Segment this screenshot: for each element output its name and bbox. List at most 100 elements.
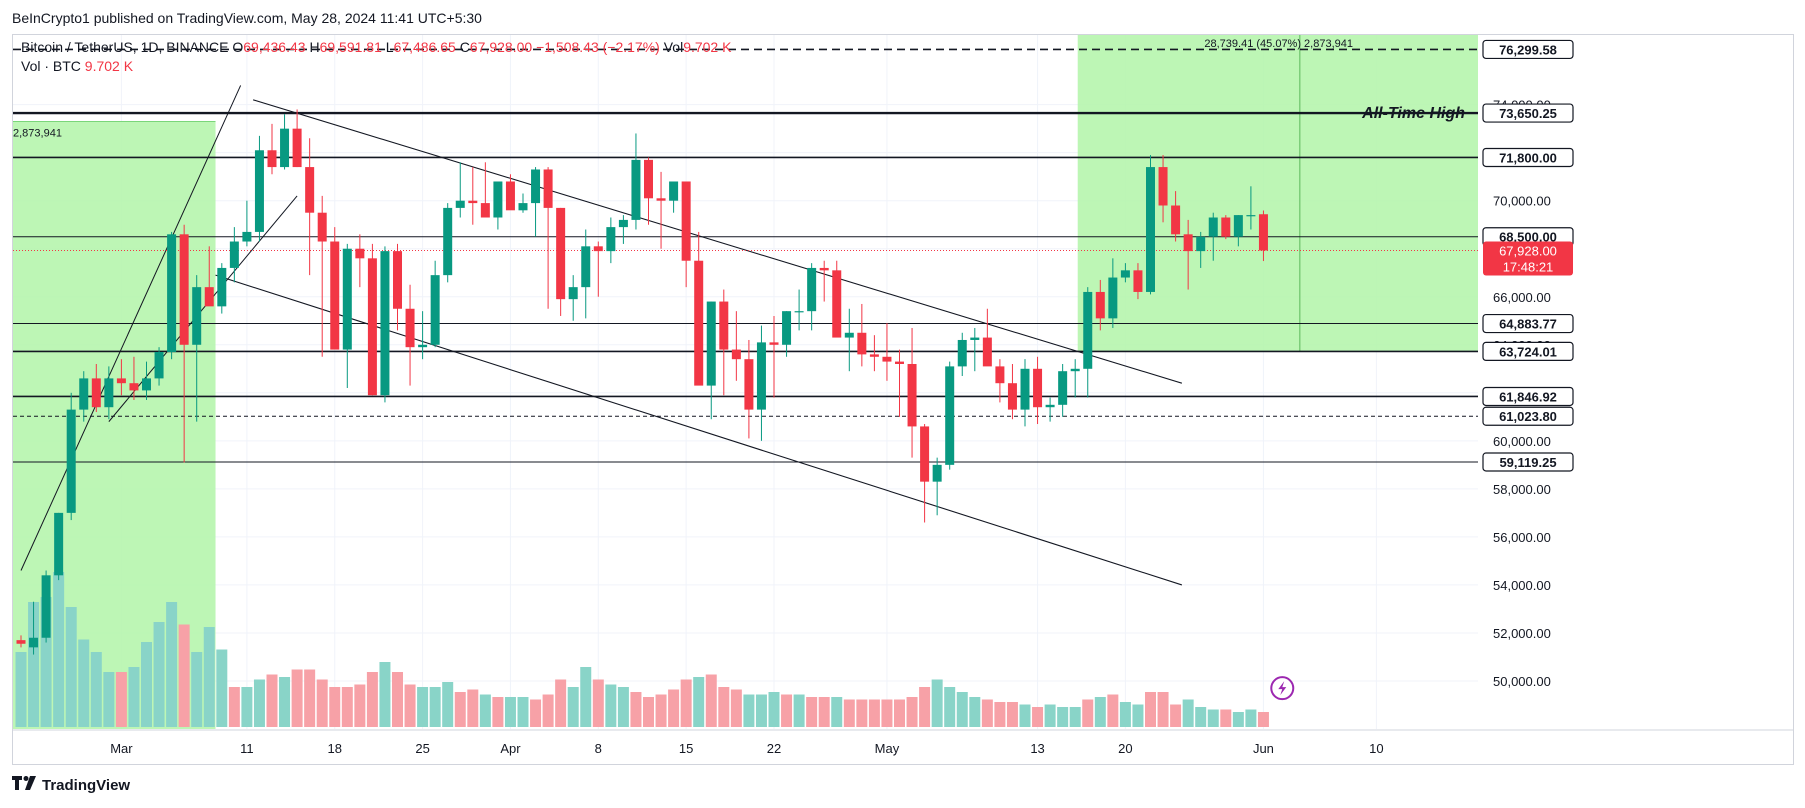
volume-bar: [90, 652, 102, 727]
level-badge: [1482, 452, 1574, 472]
candle-body: [920, 426, 930, 482]
candle-body: [66, 409, 76, 513]
level-badge-label: 68,500.00: [1499, 230, 1557, 245]
volume-bar: [730, 689, 742, 727]
volume-bar: [806, 697, 818, 727]
publisher-line: BeInCrypto1 published on TradingView.com…: [12, 10, 482, 26]
candle-body: [769, 342, 779, 345]
volume-bar: [178, 624, 190, 727]
legend-high-label: H: [309, 39, 320, 55]
lightning-icon-bolt: [1278, 681, 1287, 696]
volume-bar: [354, 684, 366, 727]
candle-body: [518, 203, 528, 211]
volume-bar: [28, 602, 40, 727]
candle-body: [129, 383, 139, 391]
candle-body: [1246, 215, 1256, 217]
candle-body: [54, 512, 64, 576]
volume-bar: [1170, 704, 1182, 727]
candle-body: [292, 128, 302, 168]
candle-body: [995, 366, 1005, 384]
candle-body: [1058, 371, 1068, 405]
candle-body: [970, 337, 980, 340]
candle-body: [681, 181, 691, 261]
candle-body: [468, 200, 478, 204]
volume-bar: [919, 687, 931, 727]
current-price-label: 67,928.00: [1499, 243, 1557, 258]
time-tick-label: 11: [240, 741, 254, 756]
level-badge: [1482, 406, 1574, 426]
legend-high: 69,591.81: [319, 39, 382, 55]
volume-bar: [906, 697, 918, 727]
volume-bar: [1257, 712, 1269, 727]
tradingview-brand-text: TradingView: [42, 776, 131, 794]
candle-body: [807, 267, 817, 312]
candle-body: [418, 344, 428, 348]
legend-open-label: O: [232, 39, 244, 55]
level-badge: [1482, 103, 1574, 123]
candle-body: [581, 246, 591, 288]
volume-bar: [153, 622, 165, 727]
volume-bar: [341, 687, 353, 727]
volume-bar: [831, 697, 843, 727]
channel-upper-line: [253, 99, 1183, 384]
candle-body: [869, 354, 879, 357]
legend-close: 67,928.00: [469, 39, 533, 55]
candle-body: [229, 241, 239, 268]
lightning-icon[interactable]: [1270, 676, 1295, 701]
volume-bar: [1107, 694, 1119, 727]
countdown-label: 17:48:21: [1503, 259, 1554, 274]
candle-body: [116, 378, 126, 384]
candle-body: [380, 251, 390, 396]
level-badge-label: 73,650.25: [1499, 106, 1557, 121]
candle-body: [1070, 368, 1080, 372]
level-badge: [1482, 386, 1574, 407]
volume-bar: [868, 699, 880, 727]
volume-bar: [504, 697, 516, 727]
candle-body: [618, 219, 628, 228]
volume-bar: [668, 689, 680, 727]
candle-body: [907, 363, 917, 427]
candle-body: [568, 287, 578, 300]
volume-bar: [392, 672, 403, 727]
candle-body: [1233, 215, 1243, 237]
candle-body: [531, 169, 541, 204]
price-chart[interactable]: All-Time High 2,873,941 28,739.41 (45.07%)…: [13, 35, 1793, 764]
legend-close-label: C: [459, 39, 470, 55]
candle-body: [782, 311, 792, 345]
candle-body: [280, 128, 290, 168]
time-tick-label: 22: [767, 741, 781, 756]
volume-bar: [781, 694, 793, 727]
candle-body: [669, 181, 679, 201]
tradingview-brand[interactable]: TradingView: [12, 776, 130, 794]
volume-bar: [881, 699, 893, 727]
volume-bar: [1245, 709, 1257, 727]
volume-bar: [680, 679, 692, 727]
chart-frame[interactable]: All-Time High 2,873,941 28,739.41 (45.07%)…: [12, 34, 1794, 765]
price-tick-label: 66,000.00: [1493, 290, 1551, 305]
legend-vol: 9.702 K: [683, 39, 732, 55]
volume-bar: [115, 672, 127, 727]
volume-bar: [969, 697, 981, 727]
candle-body: [16, 640, 26, 644]
legend-vol-label: Vol: [663, 39, 684, 55]
candle-body: [29, 637, 39, 648]
price-tick-label: 52,000.00: [1493, 626, 1551, 641]
volume-bar: [366, 672, 378, 727]
level-badge-label: 63,724.01: [1499, 344, 1557, 359]
candle-body: [1045, 404, 1055, 408]
level-badge-label: 76,299.58: [1499, 42, 1557, 57]
volume-bar: [768, 692, 780, 727]
volume-bar: [944, 687, 956, 727]
level-badge: [1482, 147, 1574, 168]
volume-bar: [1094, 697, 1106, 727]
volume-bar: [530, 699, 542, 727]
volume-bar: [1195, 707, 1207, 727]
candle-body: [505, 181, 515, 211]
price-tick-label: 70,000.00: [1493, 194, 1551, 209]
volume-bar: [216, 649, 228, 727]
volume-bar: [53, 572, 65, 727]
ascending-channel-upper: [20, 85, 242, 571]
candle-body: [1133, 270, 1143, 292]
time-tick-label: Apr: [500, 741, 521, 756]
volume-bar: [1019, 704, 1031, 727]
